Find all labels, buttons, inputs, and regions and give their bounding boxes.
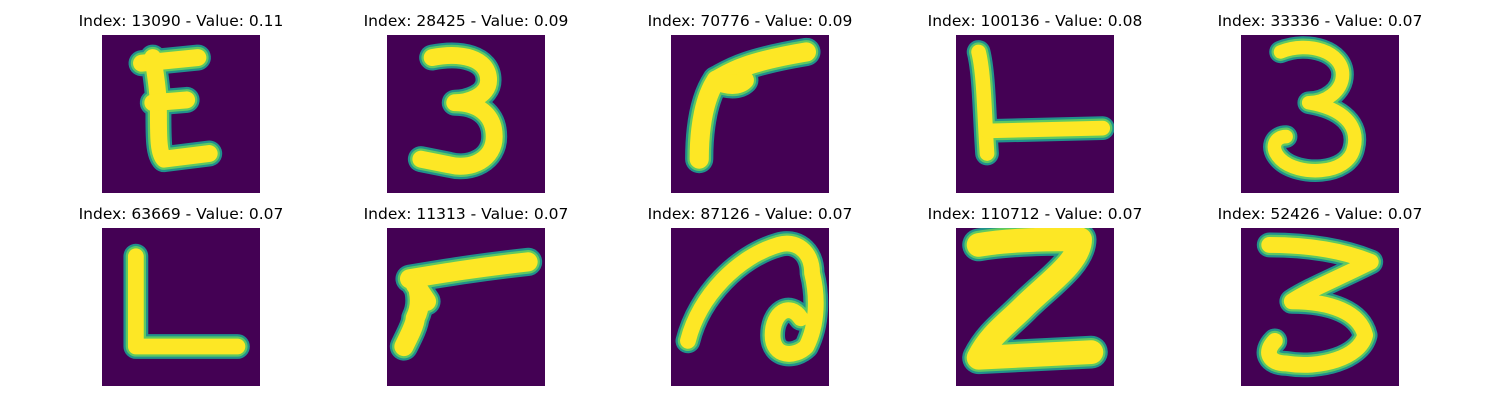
digit-raster (102, 228, 260, 386)
digit-image (1241, 35, 1399, 193)
digit-image (387, 35, 545, 193)
stroke-core (127, 248, 246, 355)
panel-title: Index: 28425 - Value: 0.09 (363, 12, 569, 30)
digit-image (671, 228, 829, 386)
digit-raster (387, 228, 545, 386)
digit-raster (387, 35, 545, 193)
panel-title: Index: 33336 - Value: 0.07 (1217, 12, 1423, 30)
panel-title: Index: 13090 - Value: 0.11 (78, 12, 284, 30)
stroke-core (144, 91, 196, 112)
digit-raster (1241, 35, 1399, 193)
stroke-core (966, 228, 1104, 370)
digit-image (102, 228, 260, 386)
stroke-core (971, 44, 995, 161)
stroke-core (405, 274, 437, 311)
digit-raster (1241, 228, 1399, 386)
digit-image (956, 228, 1114, 386)
panel-title: Index: 110712 - Value: 0.07 (927, 205, 1143, 223)
digit-image (956, 35, 1114, 193)
stroke-core (680, 235, 824, 362)
panel-title: Index: 63669 - Value: 0.07 (78, 205, 284, 223)
stroke-core (144, 49, 218, 168)
stroke-core (979, 120, 1111, 139)
digit-image (387, 228, 545, 386)
panel-title: Index: 70776 - Value: 0.09 (647, 12, 853, 30)
digit-raster (671, 35, 829, 193)
stroke-core (1261, 237, 1379, 373)
digit-image (1241, 228, 1399, 386)
digit-image (671, 35, 829, 193)
digit-raster (102, 35, 260, 193)
digit-raster (956, 228, 1114, 386)
digit-raster (671, 228, 829, 386)
digit-image (102, 35, 260, 193)
panel-title: Index: 100136 - Value: 0.08 (927, 12, 1143, 30)
digit-raster (956, 35, 1114, 193)
stroke-core (1267, 40, 1362, 178)
panel-title: Index: 87126 - Value: 0.07 (647, 205, 853, 223)
panel-title: Index: 52426 - Value: 0.07 (1217, 205, 1423, 223)
panel-title: Index: 11313 - Value: 0.07 (363, 205, 569, 223)
stroke-core (412, 47, 503, 175)
stroke-core (706, 70, 754, 94)
